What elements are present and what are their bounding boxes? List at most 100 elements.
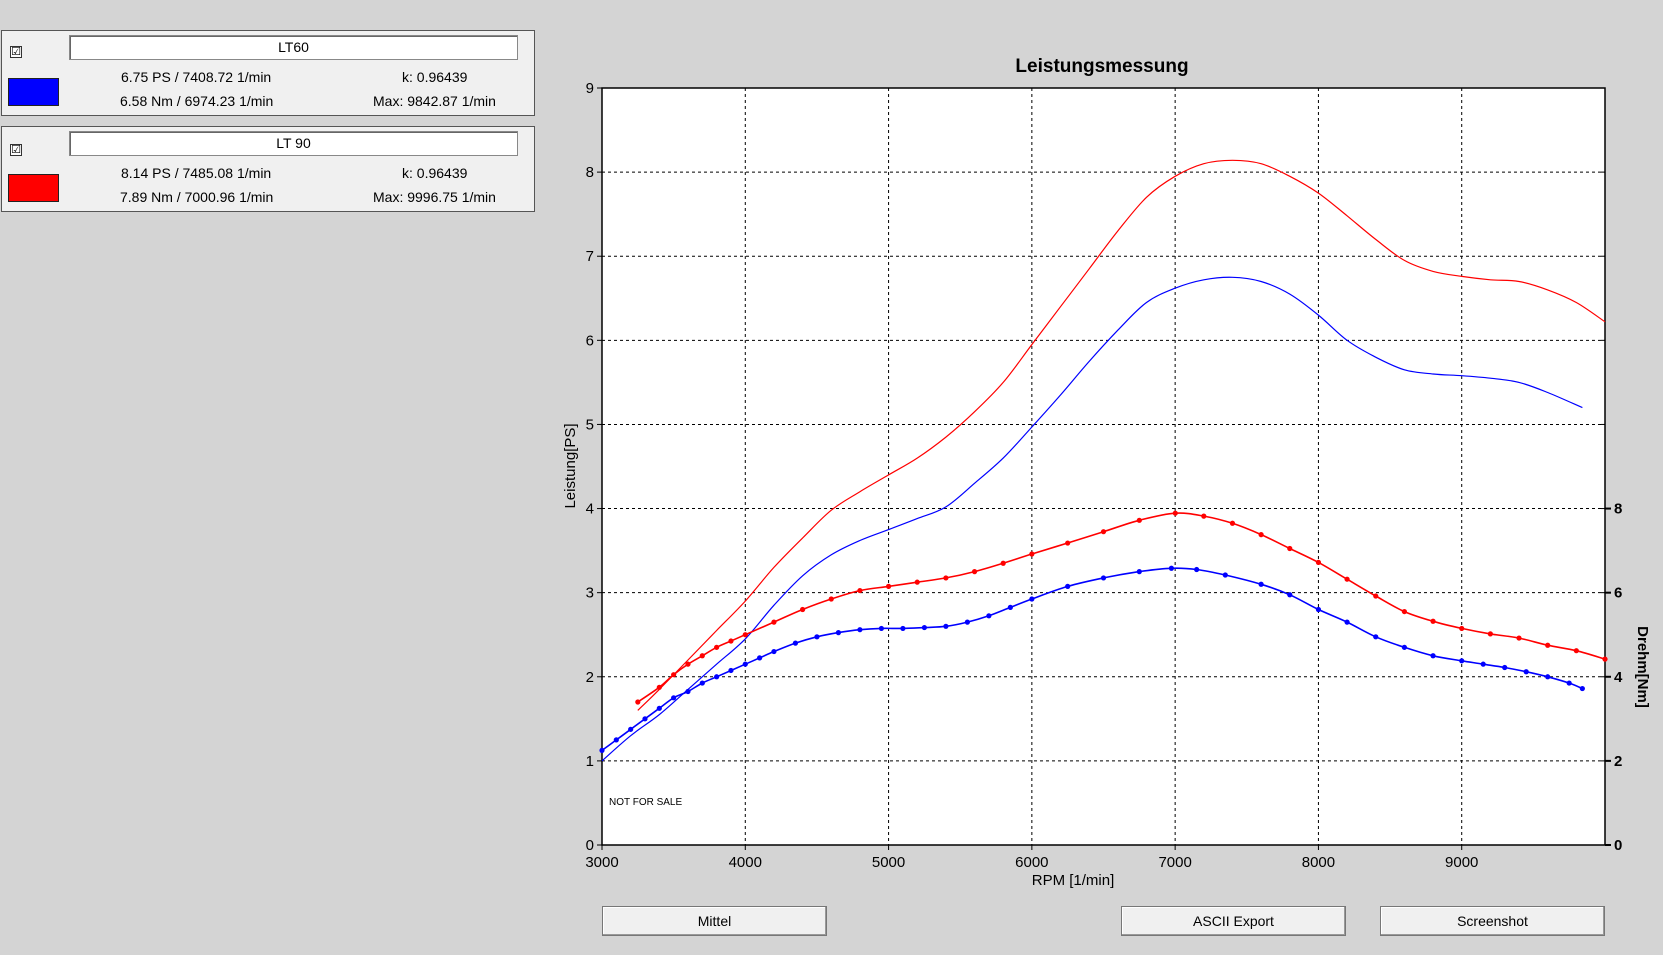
axis-ticks: 3000 4000 5000 6000 7000 8000 9000 0 1 2 3 4 5 6 7 8 9 0 2…: [585, 80, 1623, 871]
torque-point-lt60: [943, 623, 949, 629]
torque-point-lt90: [1287, 545, 1293, 552]
series-color-swatch[interactable]: [8, 78, 59, 106]
torque-point-lt60: [742, 661, 748, 667]
torque-point-lt90: [1516, 635, 1522, 641]
y-tick-label: 9: [586, 80, 594, 97]
torque-point-lt60: [1566, 680, 1572, 686]
torque-point-lt60: [1315, 606, 1322, 613]
y2-tick-label: 4: [1614, 669, 1623, 686]
x-tick-label: 3000: [585, 854, 618, 871]
series-name-field[interactable]: LT60: [69, 35, 518, 60]
visibility-checkbox[interactable]: ☑: [10, 45, 22, 58]
plot-area: [601, 87, 1606, 846]
torque-point-lt60: [613, 737, 619, 743]
torque-point-lt90: [800, 606, 806, 613]
torque-point-lt60: [642, 716, 648, 722]
x-axis-label: RPM [1/min]: [1032, 872, 1115, 889]
torque-point-lt60: [1136, 569, 1142, 575]
x-tick-label: 6000: [1015, 854, 1048, 871]
torque-point-lt90: [1315, 559, 1322, 565]
torque-point-lt60: [771, 648, 777, 655]
torque-point-lt90: [1373, 593, 1379, 599]
mittel-button[interactable]: Mittel: [602, 906, 827, 936]
legend-panel-lt90: ☑ LT 90 8.14 PS / 7485.08 1/min k: 0.964…: [1, 126, 535, 212]
torque-point-lt90: [1459, 625, 1465, 632]
visibility-checkbox[interactable]: ☑: [10, 143, 22, 156]
torque-point-lt60: [1502, 664, 1508, 671]
y-tick-label: 1: [586, 753, 594, 770]
torque-point-lt60: [921, 624, 927, 631]
torque-point-lt90: [656, 684, 662, 690]
torque-point-lt90: [1100, 529, 1107, 535]
torque-point-lt60: [1065, 583, 1071, 589]
torque-point-lt90: [1136, 517, 1142, 523]
series-layer: [599, 159, 1608, 762]
torque-point-lt90: [828, 596, 834, 602]
torque-point-lt60: [671, 695, 677, 701]
torque-point-lt60: [628, 726, 634, 732]
torque-point-lt90: [1602, 656, 1608, 662]
torque-point-lt90: [1201, 513, 1207, 519]
torque-point-lt60: [1029, 596, 1035, 602]
series-name-field[interactable]: LT 90: [69, 131, 518, 156]
torque-point-lt60: [900, 625, 906, 632]
grid-lines: [602, 88, 1605, 845]
screenshot-button[interactable]: Screenshot: [1380, 906, 1605, 936]
torque-peak-text: 6.58 Nm / 6974.23 1/min: [120, 93, 274, 109]
y-tick-label: 6: [586, 332, 594, 349]
ascii-export-button[interactable]: ASCII Export: [1121, 906, 1346, 936]
torque-point-lt60: [1258, 581, 1264, 587]
torque-point-lt60: [656, 705, 662, 711]
power-curve-lt90: [637, 159, 1606, 711]
y2-tick-label: 8: [1614, 501, 1622, 518]
series-color-swatch[interactable]: [8, 174, 59, 202]
torque-peak-text: 7.89 Nm / 7000.96 1/min: [120, 189, 274, 205]
torque-point-lt90: [971, 569, 978, 575]
y2-tick-label: 2: [1614, 753, 1622, 770]
torque-point-lt60: [835, 630, 842, 636]
torque-point-lt60: [714, 674, 720, 680]
torque-point-lt90: [1573, 648, 1579, 654]
y-tick-label: 3: [586, 585, 594, 602]
torque-point-lt90: [742, 632, 748, 638]
x-tick-label: 8000: [1302, 854, 1335, 871]
torque-point-lt60: [728, 667, 734, 674]
y-tick-label: 7: [586, 248, 594, 265]
watermark-text: NOT FOR SALE: [609, 797, 682, 808]
torque-point-lt60: [1480, 661, 1486, 667]
torque-point-lt60: [1459, 658, 1465, 664]
max-rpm-text: Max: 9996.75 1/min: [373, 189, 496, 205]
torque-point-lt90: [685, 661, 691, 667]
torque-point-lt90: [914, 579, 920, 585]
y-tick-label: 2: [586, 669, 594, 686]
torque-point-lt60: [857, 627, 863, 633]
torque-point-lt90: [1029, 551, 1035, 557]
torque-point-lt90: [699, 653, 705, 659]
y2-tick-label: 6: [1614, 585, 1622, 602]
torque-point-lt90: [885, 583, 892, 589]
torque-point-lt90: [1065, 540, 1071, 546]
torque-point-lt60: [1100, 575, 1107, 581]
power-peak-text: 8.14 PS / 7485.08 1/min: [121, 165, 272, 181]
torque-point-lt90: [943, 575, 949, 581]
torque-point-lt90: [771, 619, 777, 625]
torque-point-lt60: [814, 634, 820, 640]
torque-point-lt60: [1168, 565, 1175, 571]
y-tick-label: 4: [586, 501, 594, 518]
torque-point-lt60: [1401, 644, 1407, 650]
x-tick-label: 9000: [1445, 854, 1478, 871]
x-tick-label: 7000: [1158, 854, 1191, 871]
torque-point-lt60: [986, 613, 992, 619]
chart-title: Leistungsmessung: [1015, 56, 1188, 77]
torque-point-lt60: [792, 640, 799, 646]
torque-point-lt90: [635, 699, 641, 705]
torque-point-lt90: [1229, 520, 1236, 526]
torque-point-lt90: [1430, 618, 1436, 624]
torque-point-lt60: [1523, 669, 1529, 675]
torque-point-lt60: [1344, 619, 1350, 625]
torque-point-lt60: [699, 680, 705, 686]
torque-point-lt90: [728, 638, 734, 644]
torque-point-lt60: [685, 688, 691, 695]
y2-axis-label: Drehm[Nm]: [1634, 626, 1651, 708]
